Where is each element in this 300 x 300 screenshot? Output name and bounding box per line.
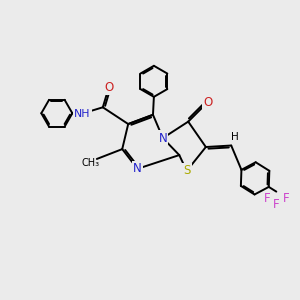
Text: H: H — [231, 133, 239, 142]
Text: F: F — [283, 192, 289, 205]
Text: CH₃: CH₃ — [81, 158, 99, 167]
Text: NH: NH — [74, 109, 91, 118]
Text: F: F — [273, 198, 280, 211]
Text: O: O — [203, 96, 212, 109]
Text: O: O — [104, 81, 113, 94]
Text: S: S — [183, 164, 190, 177]
Text: N: N — [158, 132, 167, 145]
Text: F: F — [263, 192, 270, 205]
Text: N: N — [133, 162, 142, 175]
